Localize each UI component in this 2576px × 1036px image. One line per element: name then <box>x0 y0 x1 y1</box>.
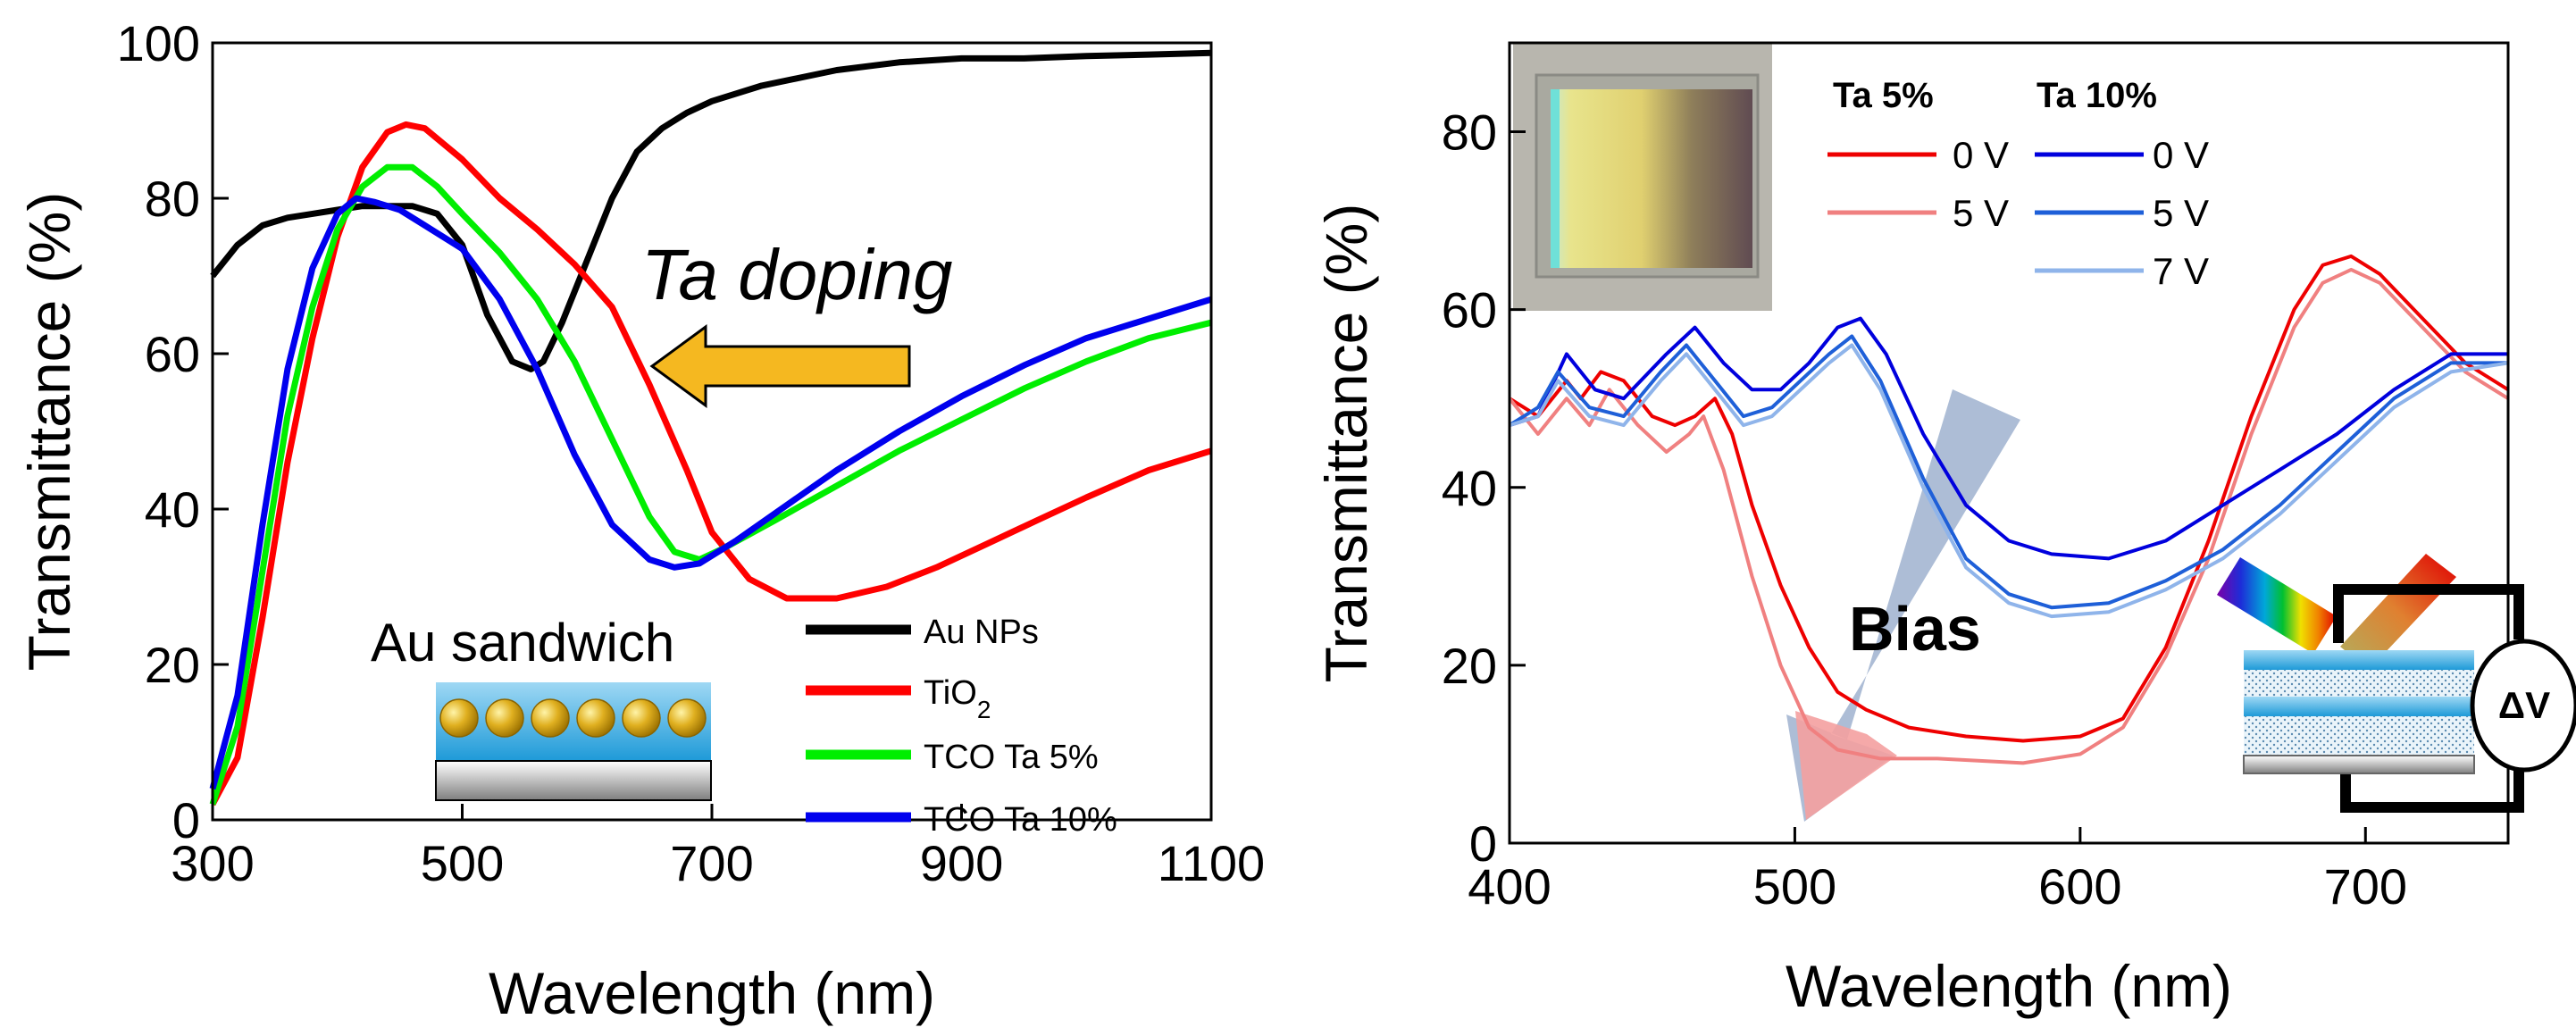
right-x-tick-label: 500 <box>1753 858 1836 915</box>
gold-nanoparticle <box>531 698 570 738</box>
incident-light-beam <box>2217 557 2337 654</box>
left-series-line-0 <box>210 49 1212 372</box>
left-x-tick-label: 1100 <box>1158 835 1265 891</box>
right-y-tick-label: 0 <box>1469 815 1497 872</box>
layer-top-electrode <box>2244 650 2474 670</box>
right-plot-frame <box>1508 41 2510 845</box>
legend-label-tco-ta10: TCO Ta 10% <box>924 801 1117 839</box>
left-x-tick-label: 500 <box>421 835 504 891</box>
au-sandwich-label: Au sandwich <box>371 613 674 673</box>
left-y-tick-label: 60 <box>145 326 200 382</box>
left-y-tick-label: 20 <box>145 637 200 693</box>
bias-label: Bias <box>1849 594 1981 664</box>
left-x-axis-title: Wavelength (nm) <box>489 960 935 1026</box>
legend-header-ta5: Ta 5% <box>1833 76 1934 115</box>
circuit-wire-top <box>2333 584 2524 643</box>
gold-nanoparticles <box>439 698 707 738</box>
electrochromic-device-schematic: ΔV <box>2217 554 2576 813</box>
right-series-line-3 <box>1508 334 2508 610</box>
right-ticks: 400 500 600 700 0 20 40 60 80 <box>1442 104 2407 915</box>
right-legend: Ta 5% Ta 10% 0 V 5 V 0 V 5 V 7 V <box>1827 76 2209 292</box>
layer-glass <box>2243 755 2475 774</box>
gold-nanoparticle <box>439 698 479 738</box>
gold-nanoparticle <box>622 698 661 738</box>
layer-electrolyte <box>2244 697 2474 716</box>
circuit-wire-bottom <box>2340 766 2524 813</box>
delta-v-label: ΔV <box>2498 684 2550 726</box>
right-y-tick-label: 40 <box>1442 460 1497 516</box>
left-plot-area <box>209 49 1213 806</box>
legend-label-ta5-5v: 5 V <box>1953 192 2009 234</box>
right-series-line-4 <box>1509 343 2509 619</box>
layer-counter <box>2244 716 2474 756</box>
left-x-tick-label: 300 <box>171 835 254 891</box>
legend-label-tio2: TiO2 <box>924 674 991 723</box>
ta-doping-label: Ta doping <box>641 235 952 314</box>
au-sandwich-schematic <box>435 682 712 801</box>
gold-nanoparticle <box>485 698 524 738</box>
right-x-axis-title: Wavelength (nm) <box>1786 953 2232 1019</box>
right-chart: 400 500 600 700 0 20 40 60 80 Wavelength (nm) Tr… <box>1313 41 2576 1019</box>
left-y-tick-label: 80 <box>145 171 200 227</box>
device-photo <box>1513 43 1772 311</box>
legend-label-ta10-0v: 0 V <box>2153 134 2209 176</box>
right-series-line-0 <box>1508 254 2510 743</box>
left-x-tick-label: 900 <box>920 835 1003 891</box>
gold-nanoparticle <box>667 698 707 738</box>
right-x-tick-label: 400 <box>1468 858 1551 915</box>
legend-label-ta10-7v: 7 V <box>2153 250 2209 292</box>
voltage-source <box>2470 639 2576 773</box>
transmitted-light-beam <box>2340 554 2456 670</box>
left-y-tick-label: 0 <box>172 792 200 848</box>
legend-label-tco-ta5: TCO Ta 5% <box>924 739 1099 776</box>
left-series-line-2 <box>209 163 1212 806</box>
gold-nanoparticle <box>576 698 615 738</box>
right-series-line-2 <box>1509 316 2508 561</box>
left-chart: 300 500 700 900 1100 0 20 40 60 80 100 Wavelength … <box>16 15 1265 1026</box>
left-legend: Au NPs TiO2 TCO Ta 5% TCO Ta 10% <box>806 614 1117 839</box>
right-x-tick-label: 700 <box>2324 858 2407 915</box>
right-y-tick-label: 60 <box>1442 282 1497 338</box>
legend-label-ta10-5v: 5 V <box>2153 192 2209 234</box>
right-y-tick-label: 80 <box>1442 104 1497 161</box>
left-series-line-1 <box>209 121 1213 806</box>
right-y-axis-title: Transmittance (%) <box>1313 204 1379 683</box>
left-ticks: 300 500 700 900 1100 0 20 40 60 80 100 <box>117 15 1266 891</box>
legend-label-ta5-0v: 0 V <box>1953 134 2009 176</box>
right-plot-area <box>1508 254 2510 765</box>
right-x-tick-label: 600 <box>2038 858 2121 915</box>
left-y-axis-title: Transmittance (%) <box>16 192 82 672</box>
legend-label-au-nps: Au NPs <box>924 614 1039 651</box>
left-series-line-3 <box>209 195 1213 790</box>
layer-ta-tco <box>2244 670 2474 697</box>
left-y-tick-label: 40 <box>145 481 200 538</box>
ta-doping-arrow <box>649 324 911 408</box>
left-x-tick-label: 700 <box>670 835 753 891</box>
left-plot-frame <box>211 41 1213 822</box>
legend-header-ta10: Ta 10% <box>2037 76 2157 115</box>
right-y-tick-label: 20 <box>1442 638 1497 694</box>
left-y-tick-label: 100 <box>117 15 200 71</box>
